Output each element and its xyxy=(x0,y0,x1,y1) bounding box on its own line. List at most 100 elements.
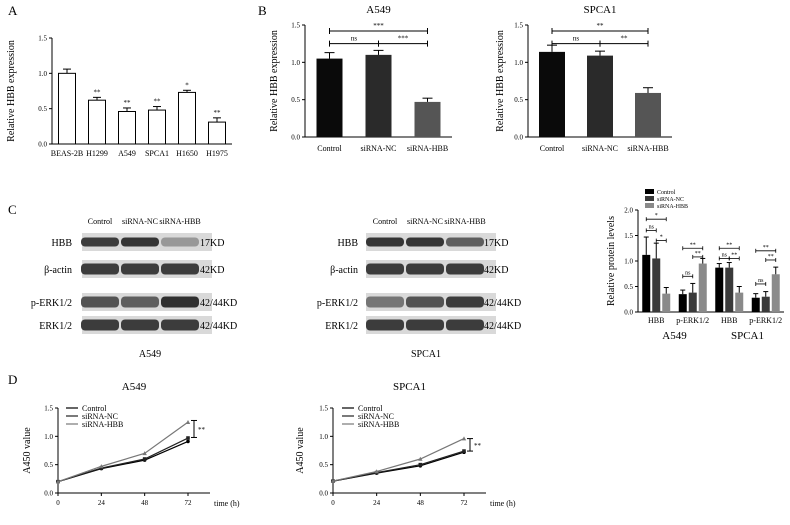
blot-size-label: 17KD xyxy=(200,238,224,249)
d2-y-tick-label: 0.0 xyxy=(319,490,328,498)
c-bar xyxy=(688,292,697,312)
blot-band xyxy=(81,263,119,275)
c-significance-label: * xyxy=(660,235,663,241)
c-significance-label: ** xyxy=(768,254,774,260)
b2-significance-label: ** xyxy=(621,35,629,43)
a-bar xyxy=(118,110,136,145)
a-category-label: A549 xyxy=(118,149,136,158)
d1-point xyxy=(186,436,190,440)
b2-bar xyxy=(539,51,565,137)
b1-bar xyxy=(365,54,392,137)
d2-legend-label: siRNA-NC xyxy=(358,412,394,421)
b1-y-axis-label: Relative HBB expression xyxy=(269,30,280,132)
c-bar xyxy=(761,296,770,312)
a-bar xyxy=(178,91,196,145)
b2-y-tick-label: 1.0 xyxy=(514,59,523,67)
blot-size-label: 42/44KD xyxy=(200,298,237,309)
c-bar xyxy=(678,294,687,312)
d1-y-tick-label: 1.0 xyxy=(44,433,53,441)
a-y-tick-label: 1.5 xyxy=(38,35,47,43)
d1-point xyxy=(142,451,147,456)
c-significance-label: ns xyxy=(649,224,655,230)
blot-lane-label: siRNA-HBB xyxy=(159,217,200,226)
c-y-axis-label: Relative protein levels xyxy=(606,216,617,306)
c-significance-label: ns xyxy=(685,270,691,276)
a-significance-label: * xyxy=(185,81,189,89)
a-y-tick-label: 1.0 xyxy=(38,70,47,78)
a-y-tick-label: 0.5 xyxy=(38,105,47,113)
c-legend-label: siRNA-NC xyxy=(657,197,684,203)
blot-band xyxy=(446,263,484,275)
b1-y-tick-label: 0.0 xyxy=(291,134,300,142)
d1-chart-title: A549 xyxy=(122,381,147,393)
a-category-label: H1299 xyxy=(86,149,108,158)
d2-legend-label: Control xyxy=(358,404,383,413)
c-significance-label: ns xyxy=(722,252,728,258)
b2-category-label: siRNA-NC xyxy=(582,144,618,153)
blot-band xyxy=(366,263,404,275)
blot-band xyxy=(161,319,199,331)
c-significance-label: ** xyxy=(731,252,737,258)
b2-y-tick-label: 0.5 xyxy=(514,96,523,104)
blot-band xyxy=(406,237,444,247)
c-category-label: p-ERK1/2 xyxy=(749,316,782,325)
d2-significance-label: ** xyxy=(474,442,482,450)
blot-protein-label: ERK1/2 xyxy=(325,321,358,332)
blot-size-label: 17KD xyxy=(484,238,508,249)
c-bar xyxy=(698,263,707,312)
blot-protein-label: HBB xyxy=(51,238,72,249)
b1-y-tick-label: 0.5 xyxy=(291,96,300,104)
blot-lane-label: Control xyxy=(88,217,113,226)
d2-point xyxy=(462,449,466,453)
d2-legend-label: siRNA-HBB xyxy=(358,420,399,429)
blot-band xyxy=(446,319,484,331)
blot-band xyxy=(446,237,484,247)
b1-category-label: Control xyxy=(317,144,342,153)
d1-legend-label: siRNA-HBB xyxy=(82,420,123,429)
blot-band xyxy=(161,237,199,247)
a-category-label: BEAS-2B xyxy=(51,149,83,158)
d1-point xyxy=(55,479,61,484)
a-bar xyxy=(208,121,226,145)
c-y-tick-label: 1.5 xyxy=(624,232,633,240)
d1-x-tick-label: 48 xyxy=(141,499,149,507)
d2-y-tick-label: 1.0 xyxy=(319,433,328,441)
b2-y-tick-label: 1.5 xyxy=(514,22,523,30)
chart-panel-a: 0.0 0.5 1.0 1.5 Relative HBB expression BEAS-… xyxy=(6,35,232,158)
blot-band xyxy=(406,319,444,331)
chart-panel-b-spca1: 0.0 0.5 1.0 1.5 Relative HBB expression SPCA1… xyxy=(495,4,672,153)
c-y-tick-label: 0.5 xyxy=(624,283,633,291)
panel-letter-a: A xyxy=(8,3,18,18)
b1-significance-label: *** xyxy=(398,35,409,43)
blot-protein-label: β-actin xyxy=(44,265,72,276)
blot-band xyxy=(161,296,199,308)
blot-protein-label: p-ERK1/2 xyxy=(317,298,358,309)
blot-band xyxy=(121,319,159,331)
blot-band xyxy=(446,296,484,308)
a-category-label: H1650 xyxy=(176,149,198,158)
d1-y-tick-label: 1.5 xyxy=(44,405,53,413)
b1-y-tick-label: 1.0 xyxy=(291,59,300,67)
b1-y-tick-label: 1.5 xyxy=(291,22,300,30)
d2-point xyxy=(418,456,423,461)
d1-x-axis-label: time (h) xyxy=(214,499,240,508)
b1-significance-label: ns xyxy=(351,35,358,43)
blot-lane-label: Control xyxy=(373,217,398,226)
d2-y-tick-label: 0.5 xyxy=(319,461,328,469)
a-significance-label: ** xyxy=(214,109,222,117)
d2-point xyxy=(330,478,336,483)
panel-letter-d: D xyxy=(8,372,17,387)
a-bar xyxy=(88,99,106,145)
blot-lane-label: siRNA-NC xyxy=(122,217,158,226)
chart-panel-c-quantification: 0.0 0.5 1.0 1.5 2.0 Relative protein levels HB… xyxy=(606,189,784,342)
b2-significance-label: ns xyxy=(573,35,580,43)
c-y-tick-label: 1.0 xyxy=(624,258,633,266)
d1-point xyxy=(142,457,147,461)
blot-protein-label: β-actin xyxy=(330,265,358,276)
c-bar xyxy=(735,292,744,312)
d1-x-tick-label: 0 xyxy=(56,499,60,507)
c-y-tick-label: 0.0 xyxy=(624,309,633,317)
a-category-label: H1975 xyxy=(206,149,228,158)
blot-lane-label: siRNA-HBB xyxy=(444,217,485,226)
